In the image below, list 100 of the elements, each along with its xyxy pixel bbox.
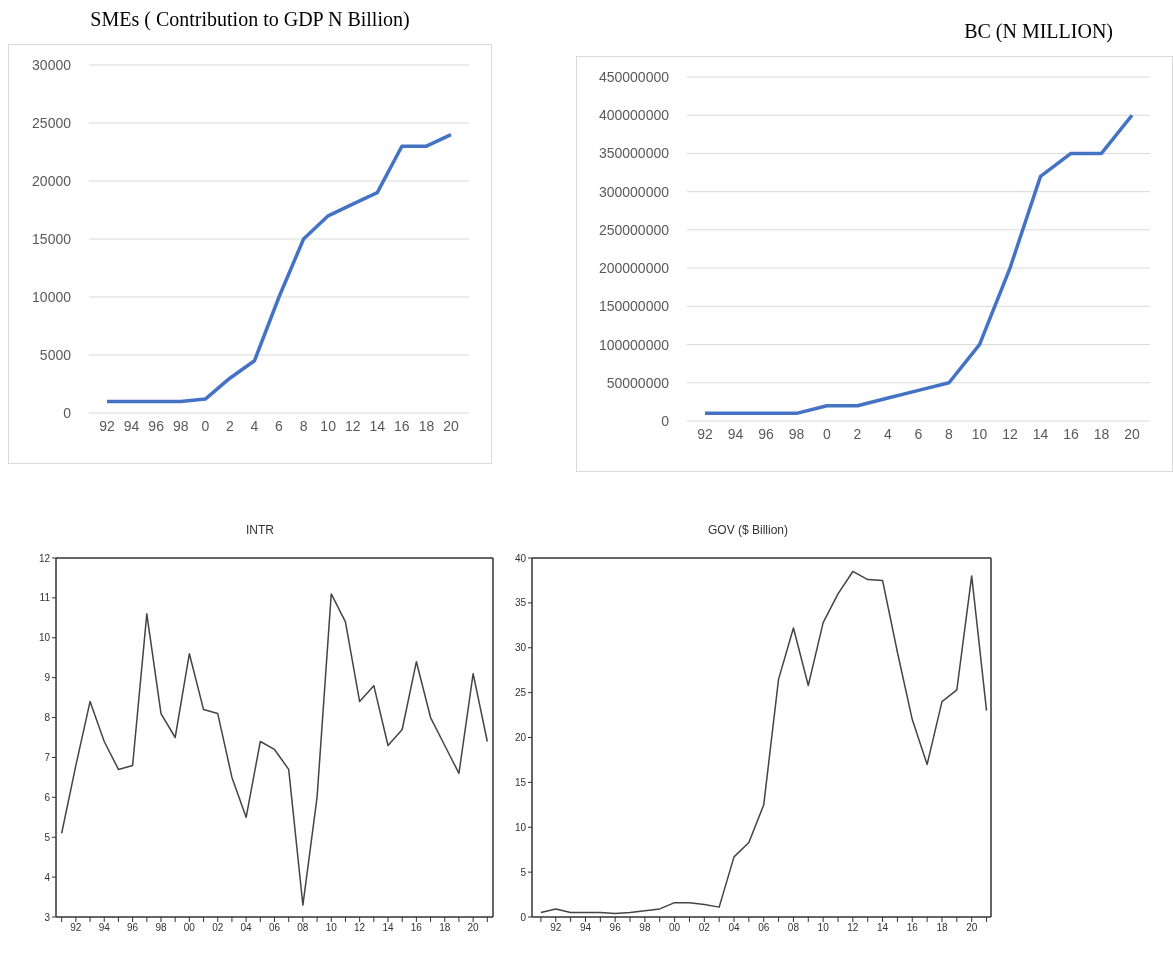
x-tick-label: 0	[201, 417, 210, 434]
x-tick-label: 92	[550, 922, 562, 934]
x-tick-label: 2	[225, 417, 234, 434]
x-tick-label: 94	[123, 417, 140, 434]
y-tick-label: 450000000	[598, 68, 670, 85]
x-tick-label: 20	[443, 417, 459, 434]
x-tick-label: 98	[172, 417, 189, 434]
x-tick-label: 6	[275, 417, 284, 434]
x-tick-label: 96	[148, 417, 165, 434]
y-tick-label: 50000000	[606, 374, 670, 391]
y-tick-label: 3	[44, 911, 51, 923]
y-tick-label: 30000	[32, 56, 72, 73]
x-tick-label: 18	[418, 417, 435, 434]
y-tick-label: 150000000	[598, 298, 670, 315]
x-tick-label: 0	[823, 425, 832, 442]
x-tick-label: 6	[914, 425, 923, 442]
x-tick-label: 12	[344, 417, 361, 434]
x-tick-label: 18	[1093, 425, 1110, 442]
x-tick-label: 98	[155, 922, 167, 934]
y-tick-label: 7	[44, 751, 51, 763]
x-tick-label: 20	[966, 922, 978, 934]
y-tick-label: 0	[520, 911, 527, 923]
x-tick-label: 96	[609, 922, 622, 934]
x-tick-label: 08	[787, 922, 800, 934]
x-tick-label: 18	[936, 922, 948, 934]
y-tick-label: 4	[44, 871, 51, 883]
y-tick-label: 20000	[32, 172, 72, 189]
y-tick-label: 8	[44, 712, 51, 724]
y-tick-label: 25	[514, 687, 527, 699]
x-tick-label: 06	[268, 922, 281, 934]
chart-title: INTR	[245, 523, 275, 539]
y-tick-label: 11	[39, 592, 51, 604]
x-tick-label: 16	[394, 417, 410, 434]
x-tick-label: 94	[98, 922, 111, 934]
y-tick-label: 6	[44, 791, 51, 803]
y-tick-label: 250000000	[598, 221, 670, 238]
x-tick-label: 94	[727, 425, 744, 442]
y-tick-label: 10	[38, 632, 51, 644]
y-tick-label: 200000000	[598, 260, 670, 277]
x-tick-label: 4	[250, 417, 259, 434]
x-tick-label: 92	[99, 417, 115, 434]
y-tick-label: 30	[514, 642, 527, 654]
x-tick-label: 04	[240, 922, 253, 934]
x-tick-label: 10	[817, 922, 830, 934]
line-series	[105, 132, 453, 404]
x-tick-label: 20	[1124, 425, 1140, 442]
x-tick-label: 20	[467, 922, 480, 934]
line-series	[540, 570, 988, 915]
y-tick-label: 0	[63, 404, 72, 421]
y-tick-label: 15	[514, 776, 527, 788]
x-tick-label: 16	[1063, 425, 1079, 442]
y-tick-label: 15000	[32, 230, 72, 247]
chart-title: GOV ($ Billion)	[707, 523, 789, 539]
x-tick-label: 92	[70, 922, 82, 934]
x-tick-label: 18	[439, 922, 451, 934]
x-tick-label: 04	[728, 922, 741, 934]
y-tick-label: 12	[38, 552, 51, 564]
x-tick-label: 12	[847, 922, 859, 934]
y-tick-label: 40	[514, 552, 527, 564]
y-tick-label: 10	[514, 821, 527, 833]
y-tick-label: 100000000	[598, 336, 670, 353]
x-tick-label: 96	[758, 425, 774, 442]
x-tick-label: 92	[697, 425, 713, 442]
x-tick-label: 10	[320, 417, 337, 434]
x-tick-label: 96	[127, 922, 139, 934]
x-tick-label: 16	[906, 922, 919, 934]
x-tick-label: 2	[853, 425, 862, 442]
y-tick-label: 35	[514, 597, 527, 609]
line-series	[703, 113, 1134, 416]
x-tick-label: 10	[971, 425, 988, 442]
x-tick-label: 12	[1002, 425, 1018, 442]
x-tick-label: 10	[325, 922, 338, 934]
x-tick-label: 08	[297, 922, 309, 934]
y-tick-label: 5	[520, 866, 527, 878]
line-series	[60, 593, 489, 906]
x-tick-label: 06	[758, 922, 770, 934]
y-tick-label: 350000000	[598, 145, 670, 162]
x-tick-label: 14	[382, 922, 395, 934]
x-tick-label: 00	[669, 922, 681, 934]
y-tick-label: 5	[44, 831, 51, 843]
x-tick-label: 02	[212, 922, 224, 934]
y-tick-label: 5000	[39, 346, 72, 363]
y-tick-label: 300000000	[598, 183, 670, 200]
x-tick-label: 02	[698, 922, 711, 934]
y-tick-label: 25000	[32, 114, 72, 131]
y-tick-label: 20	[514, 732, 527, 744]
x-tick-label: 8	[945, 425, 954, 442]
y-tick-label: 9	[44, 672, 51, 684]
chart-title: BC (N MILLION)	[963, 20, 1114, 45]
x-tick-label: 14	[369, 417, 386, 434]
y-tick-label: 400000000	[598, 107, 670, 124]
x-tick-label: 16	[410, 922, 423, 934]
chart-title: SMEs ( Contribution to GDP N Billion)	[89, 8, 411, 32]
x-tick-label: 12	[354, 922, 366, 934]
x-tick-label: 4	[884, 425, 893, 442]
x-tick-label: 98	[788, 425, 805, 442]
x-tick-label: 14	[877, 922, 889, 934]
y-tick-label: 10000	[32, 288, 72, 305]
x-tick-label: 14	[1032, 425, 1049, 442]
x-tick-label: 00	[183, 922, 196, 934]
